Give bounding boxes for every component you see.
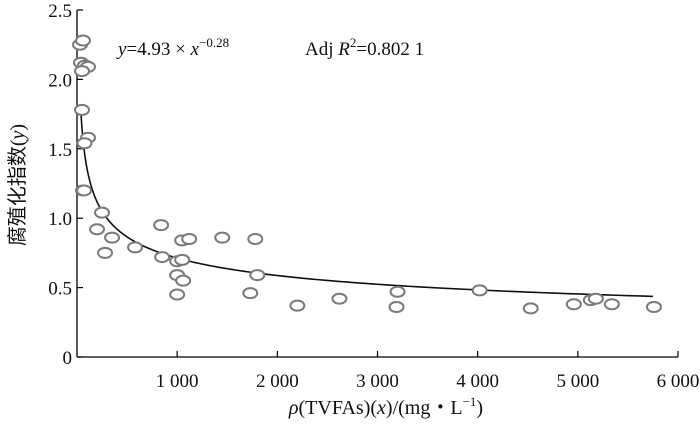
power-fit-curve xyxy=(80,113,653,298)
y-tick-label: 2.5 xyxy=(48,1,72,22)
data-points xyxy=(72,34,662,315)
data-point xyxy=(97,246,114,259)
data-point xyxy=(565,298,582,311)
data-point xyxy=(76,184,93,197)
data-point xyxy=(587,292,604,305)
data-point xyxy=(174,253,191,266)
data-point xyxy=(94,206,111,219)
data-point xyxy=(104,231,121,244)
data-point xyxy=(181,233,198,246)
data-point xyxy=(471,284,488,297)
data-point xyxy=(76,137,93,150)
data-point xyxy=(522,302,539,315)
fit-equation: y=4.93 × x−0.28 xyxy=(116,35,229,60)
data-point xyxy=(603,298,620,311)
x-tick-label: 4 000 xyxy=(456,371,499,392)
x-tick-label: 1 000 xyxy=(156,371,199,392)
data-point xyxy=(249,269,266,282)
x-tick-label: 2 000 xyxy=(256,371,299,392)
data-point xyxy=(645,301,662,314)
data-point xyxy=(74,65,91,78)
data-point xyxy=(389,285,406,298)
data-point xyxy=(175,274,192,287)
y-tick-label: 2.0 xyxy=(48,70,72,91)
data-point xyxy=(169,288,186,301)
y-tick-label: 0 xyxy=(63,348,73,369)
data-point xyxy=(289,299,306,312)
data-point xyxy=(242,287,259,300)
y-tick-label: 1.0 xyxy=(48,209,72,230)
data-point xyxy=(247,233,264,246)
data-point xyxy=(331,292,348,305)
y-tick-label: 1.5 xyxy=(48,140,72,161)
x-axis-title: ρ(TVFAs)(x)/(mg・L−1) xyxy=(288,394,483,419)
adj-r2-label: Adj R2=0.802 1 xyxy=(305,35,424,60)
x-tick-label: 6 000 xyxy=(657,371,700,392)
y-tick-label: 0.5 xyxy=(48,279,72,300)
y-axis-title: 腐殖化指数(y) xyxy=(6,124,29,246)
ticks: 1 000 2 000 3 000 4 000 5 000 6 000 0 0.5 1.0 1.5… xyxy=(48,1,699,392)
x-tick-label: 3 000 xyxy=(356,371,399,392)
data-point xyxy=(75,34,92,47)
data-point xyxy=(214,231,231,244)
x-tick-label: 5 000 xyxy=(556,371,599,392)
data-point xyxy=(74,103,91,116)
data-point xyxy=(388,301,405,314)
data-point xyxy=(154,251,171,264)
data-point xyxy=(89,223,106,236)
data-point xyxy=(153,219,170,232)
data-point xyxy=(127,241,144,254)
